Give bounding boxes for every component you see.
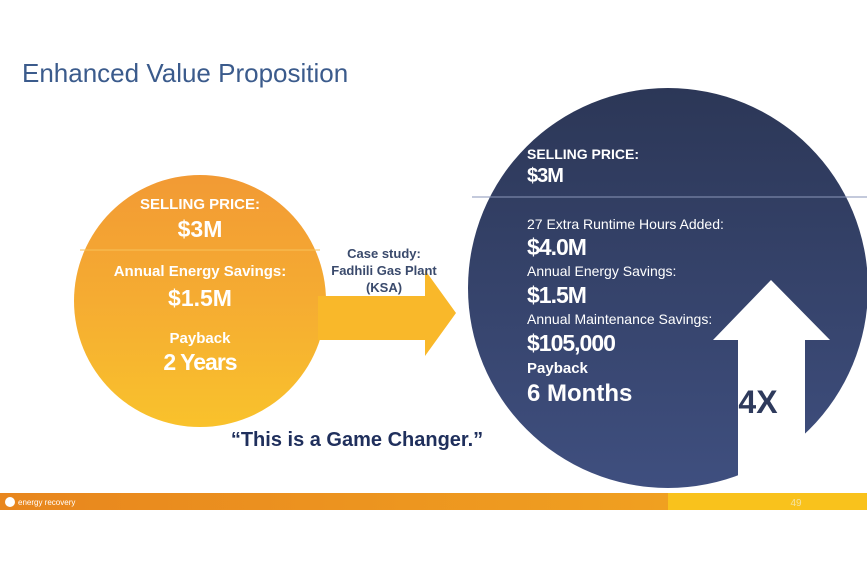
label: Annual Energy Savings: (527, 263, 676, 279)
slide-title: Enhanced Value Proposition (22, 58, 348, 88)
value: $4.0M (527, 234, 586, 260)
multiplier: 4X (738, 384, 778, 420)
label: Annual Energy Savings: (114, 263, 287, 280)
value: 2 Years (163, 349, 236, 375)
value: $1.5M (168, 285, 232, 311)
logo-icon (5, 497, 15, 507)
label: SELLING PRICE: (527, 146, 639, 162)
label: SELLING PRICE: (140, 196, 260, 213)
label: Annual Maintenance Savings: (527, 311, 712, 327)
current-circle (74, 175, 326, 427)
up-arrow (713, 280, 830, 482)
footer-bar (0, 493, 668, 510)
footer-bar (668, 493, 867, 510)
label: Payback (527, 360, 589, 377)
value: $1.5M (527, 282, 586, 308)
value: $105,000 (527, 330, 615, 356)
value: 6 Months (527, 380, 632, 407)
value: $3M (178, 216, 223, 242)
label: Payback (170, 330, 232, 347)
logo: energy recovery (18, 498, 75, 507)
case-study-line: (KSA) (366, 280, 402, 295)
label: 27 Extra Runtime Hours Added: (527, 216, 724, 232)
arrow (318, 270, 456, 356)
case-study-line: Case study: (347, 246, 421, 261)
case-study-line: Fadhili Gas Plant (331, 263, 437, 278)
quote: “This is a Game Changer.” (231, 429, 483, 451)
page-number: 49 (790, 498, 802, 509)
value: $3M (527, 165, 563, 187)
